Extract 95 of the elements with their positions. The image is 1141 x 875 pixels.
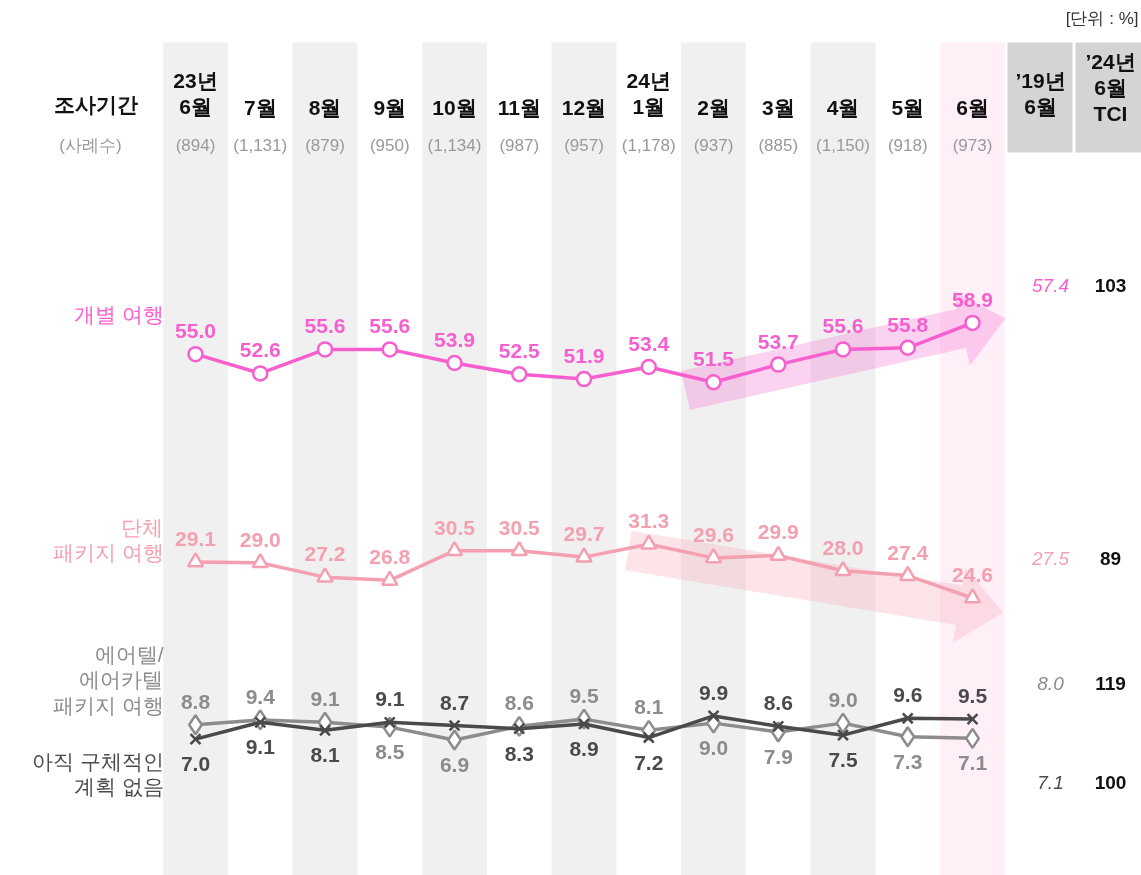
text: 57.4 — [1032, 275, 1069, 296]
data-label: 7.5 — [828, 748, 858, 772]
x-tick-label: 2월 — [697, 95, 730, 119]
data-label: 8.5 — [375, 740, 405, 764]
data-label: 27.4 — [887, 540, 929, 564]
data-label: 9.1 — [310, 687, 340, 711]
data-label: 30.5 — [498, 515, 541, 539]
x-tick-label: 3월 — [761, 95, 795, 119]
text: (894) — [175, 136, 216, 155]
data-label: 7.2 — [634, 750, 664, 774]
text: 103 — [1094, 275, 1127, 296]
text: (사례수) — [59, 136, 122, 155]
text: (1,131) — [233, 136, 288, 155]
data-label: 9.9 — [698, 680, 729, 704]
data-label: 8.8 — [180, 689, 211, 713]
data-label: 9.1 — [245, 735, 276, 759]
x-tick-label: 11월 — [497, 95, 541, 119]
text: (987) — [499, 136, 540, 155]
data-label: 9.5 — [957, 684, 988, 708]
data-label: 29.9 — [757, 520, 799, 544]
data-label: 7.3 — [893, 749, 923, 773]
text: 7.1 — [1037, 772, 1064, 793]
data-label: 8.7 — [439, 690, 470, 714]
x-tick-label: 23년 6월 — [173, 69, 218, 119]
data-label: 53.4 — [628, 332, 670, 356]
series-label: 에어텔/ 에어카텔 패키지 여행 — [52, 642, 164, 717]
data-label: 29.0 — [239, 527, 281, 551]
data-label: 8.1 — [310, 743, 340, 767]
data-label: 55.0 — [175, 319, 216, 343]
data-label: 28.0 — [822, 535, 864, 559]
text: (1,134) — [427, 136, 482, 155]
data-label: 9.6 — [893, 683, 923, 707]
data-label: 53.9 — [434, 328, 475, 352]
text: (957) — [564, 136, 604, 155]
data-label: 30.5 — [434, 515, 476, 539]
x-tick-label: 24년 1월 — [626, 69, 671, 119]
data-label: 27.2 — [304, 542, 346, 566]
text: 89 — [1099, 548, 1122, 569]
data-label: 55.6 — [822, 314, 864, 338]
data-label: 52.6 — [239, 338, 281, 362]
text: [단위 : %] — [1065, 9, 1139, 28]
data-label: 55.8 — [887, 312, 929, 336]
series-label: 아직 구체적인 계획 없음 — [31, 750, 164, 799]
data-label: 6.9 — [439, 752, 470, 776]
data-label: 8.3 — [504, 741, 534, 765]
data-label: 8.9 — [569, 736, 599, 760]
data-label: 8.6 — [504, 691, 534, 715]
data-label: 31.3 — [628, 509, 670, 533]
data-label: 9.0 — [828, 688, 858, 712]
data-label: 24.6 — [952, 563, 993, 586]
text: (885) — [758, 136, 799, 155]
data-label: 9.0 — [698, 736, 729, 760]
data-label: 55.6 — [304, 314, 346, 338]
data-label: 55.6 — [369, 314, 411, 338]
text: 100 — [1094, 772, 1127, 793]
x-tick-label: 10월 — [432, 95, 477, 119]
x-tick-label: 6월 — [956, 95, 989, 119]
text: (937) — [693, 136, 734, 155]
text: ’24년 6월 TCI — [1085, 49, 1136, 126]
x-tick-label: 12월 — [561, 95, 607, 119]
text: (918) — [887, 136, 928, 155]
data-label: 9.5 — [569, 684, 599, 708]
data-label: 7.1 — [957, 751, 988, 775]
x-tick-label: 5월 — [891, 95, 925, 119]
x-tick-label: 7월 — [243, 95, 277, 119]
data-label: 7.0 — [180, 752, 211, 776]
data-label: 8.1 — [634, 695, 664, 719]
data-label: 51.5 — [693, 347, 735, 371]
data-label: 29.7 — [563, 522, 605, 546]
series-label: 단체 패키지 여행 — [52, 515, 164, 565]
text: (879) — [305, 136, 345, 155]
text: (950) — [369, 136, 410, 155]
text: (1,178) — [621, 136, 676, 155]
data-label: 29.6 — [693, 522, 734, 546]
text: 8.0 — [1037, 673, 1065, 694]
data-label: 26.8 — [369, 545, 411, 569]
text: 조사기간 — [53, 93, 138, 116]
data-label: 9.1 — [375, 687, 405, 711]
text: ’19년 6월 — [1015, 69, 1066, 119]
text: (1,150) — [816, 136, 870, 155]
text: 27.5 — [1031, 548, 1070, 569]
data-label: 51.9 — [563, 344, 605, 368]
series-label: 개별 여행 — [73, 302, 164, 326]
data-label: 52.5 — [498, 339, 541, 363]
x-tick-label: 9월 — [373, 95, 407, 119]
data-label: 53.7 — [757, 329, 799, 353]
data-label: 7.9 — [763, 744, 793, 768]
text: 119 — [1095, 673, 1126, 694]
data-label: 29.1 — [175, 526, 217, 550]
data-label: 8.6 — [763, 691, 793, 715]
x-tick-label: 4월 — [826, 95, 860, 119]
data-label: 58.9 — [952, 287, 993, 311]
x-tick-label: 8월 — [308, 95, 342, 119]
data-label: 9.4 — [245, 684, 276, 708]
text: (973) — [952, 136, 993, 155]
